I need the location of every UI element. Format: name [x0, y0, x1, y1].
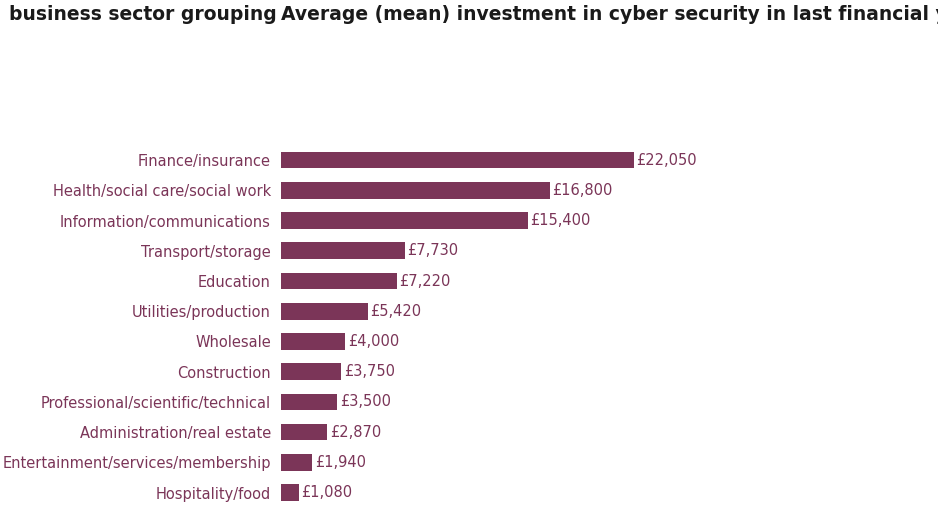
Text: £1,940: £1,940 [315, 455, 366, 470]
Text: £15,400: £15,400 [530, 213, 590, 228]
Bar [281, 212, 527, 229]
Bar [281, 182, 550, 199]
Text: Average (mean) investment in cyber security in last financial year, by: Average (mean) investment in cyber secur… [281, 5, 938, 24]
Bar [281, 454, 312, 471]
Bar [281, 333, 345, 350]
Text: £4,000: £4,000 [348, 334, 399, 349]
Bar [281, 242, 405, 259]
Text: £3,750: £3,750 [343, 364, 395, 379]
Text: £7,220: £7,220 [400, 274, 450, 289]
Text: £3,500: £3,500 [340, 394, 391, 409]
Text: £1,080: £1,080 [301, 485, 352, 500]
Bar [281, 363, 341, 380]
Bar [281, 303, 368, 320]
Bar [281, 424, 327, 440]
Text: business sector grouping: business sector grouping [9, 5, 277, 24]
Bar [281, 394, 338, 410]
Bar [281, 272, 397, 290]
Text: £2,870: £2,870 [329, 425, 381, 440]
Text: £5,420: £5,420 [371, 304, 421, 319]
Bar [281, 152, 634, 168]
Bar [281, 484, 298, 501]
Text: £16,800: £16,800 [552, 183, 613, 198]
Text: £22,050: £22,050 [636, 153, 697, 168]
Text: £7,730: £7,730 [407, 243, 459, 258]
